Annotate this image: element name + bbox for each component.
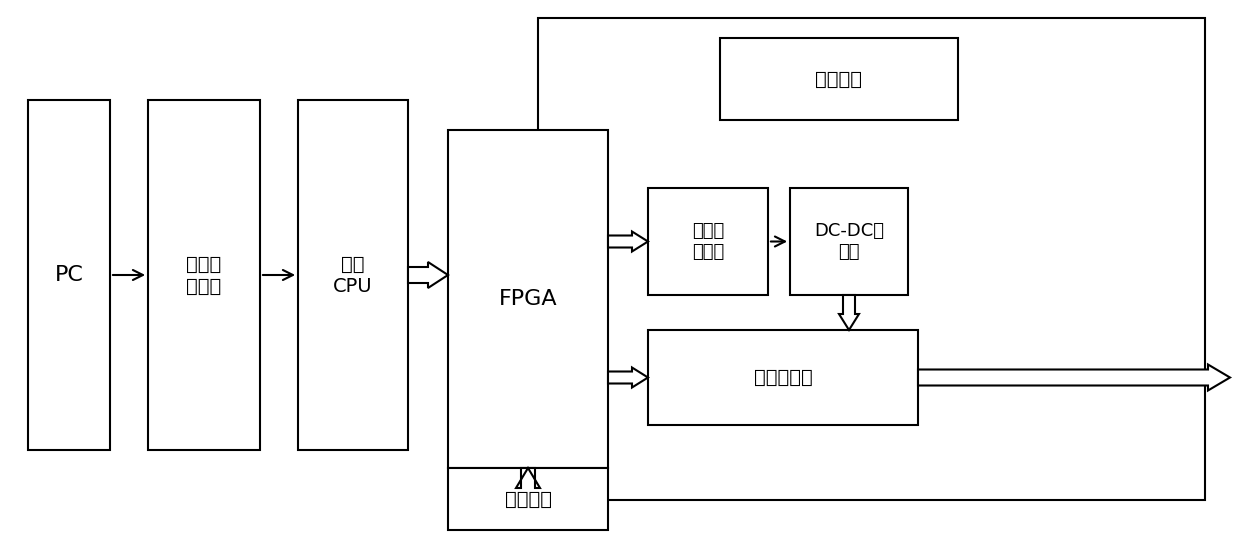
Text: FPGA: FPGA: [498, 289, 557, 309]
Polygon shape: [918, 364, 1230, 390]
Bar: [538, 18, 1205, 500]
Text: 电源模块: 电源模块: [816, 70, 863, 88]
Bar: [448, 130, 608, 468]
Text: 以太网
控制器: 以太网 控制器: [186, 254, 222, 295]
Polygon shape: [408, 262, 448, 288]
Text: 电平转换器: 电平转换器: [754, 368, 812, 387]
Text: 可编程
电位器: 可编程 电位器: [692, 222, 724, 261]
Bar: [649, 188, 768, 295]
Bar: [29, 100, 110, 450]
Bar: [720, 38, 959, 120]
Polygon shape: [608, 368, 649, 388]
Bar: [649, 330, 918, 425]
Bar: [790, 188, 908, 295]
Text: 配置模块: 配置模块: [505, 489, 552, 509]
Polygon shape: [608, 232, 649, 252]
Text: PC: PC: [55, 265, 83, 285]
Bar: [148, 100, 260, 450]
Bar: [298, 100, 408, 450]
Text: DC-DC转
换器: DC-DC转 换器: [813, 222, 884, 261]
Polygon shape: [839, 295, 859, 330]
Bar: [448, 468, 608, 530]
Text: 主控
CPU: 主控 CPU: [334, 254, 373, 295]
Polygon shape: [516, 468, 539, 488]
